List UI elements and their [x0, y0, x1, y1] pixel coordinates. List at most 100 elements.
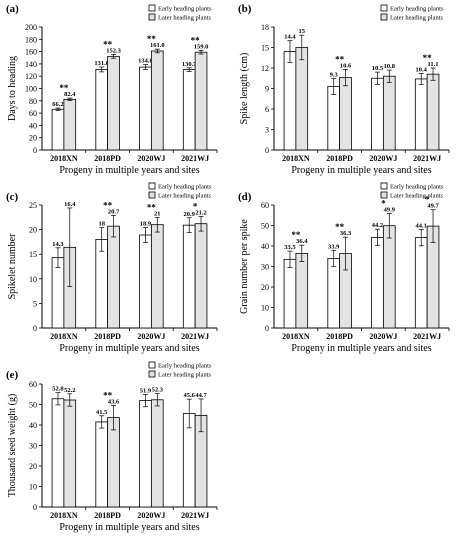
panel-label: (c)	[6, 191, 19, 203]
y-tick-label: 60	[29, 109, 37, 118]
bar-early	[327, 258, 341, 329]
bar-later	[194, 223, 208, 329]
y-tick-label: 30	[29, 442, 37, 451]
panel-1: (b) 0 3 6 9 12 15 18 Spike length (cm) Progeny in…	[238, 3, 450, 176]
x-tick-label: 2018PD	[326, 154, 353, 163]
y-tick-label: 40	[29, 121, 37, 130]
panel-label: (a)	[6, 3, 19, 15]
panel-label: (b)	[238, 3, 252, 15]
bar-early	[139, 234, 152, 329]
y-tick-label: 25	[29, 201, 37, 210]
significance-marker: **	[103, 39, 113, 49]
panel-2: (c) 0 5 10 15 20 25 Spikelet number Progeny in m…	[6, 182, 218, 354]
data-label: 52.3	[152, 387, 164, 394]
x-axis-title: Progeny in multiple years and sites	[59, 165, 199, 176]
bar-later	[382, 225, 396, 329]
significance-marker: **	[335, 222, 345, 232]
y-tick-label: 20	[261, 283, 269, 292]
bar-early	[182, 224, 196, 329]
data-label: 52.8	[52, 386, 64, 393]
x-axis-title: Progeny in multiple years and sites	[291, 343, 431, 354]
data-label: 11.1	[428, 61, 439, 68]
data-label: 44.7	[195, 392, 207, 399]
significance-marker: **	[147, 202, 157, 212]
y-axis-title: Spikelet number	[7, 233, 18, 299]
bar-early	[95, 239, 109, 329]
y-tick-label: 20	[29, 462, 37, 471]
bar-later	[382, 75, 396, 151]
bar-later	[107, 417, 120, 508]
y-tick-label: 0	[265, 146, 269, 155]
y-tick-label: 18	[261, 23, 269, 32]
data-label: 41.5	[96, 409, 108, 416]
data-label: 36.3	[340, 230, 352, 237]
x-tick-label: 2018PD	[94, 154, 121, 163]
bar-early	[95, 69, 109, 151]
y-tick-label: 120	[25, 72, 37, 81]
bar-early	[95, 421, 109, 508]
bar-early	[414, 237, 428, 329]
data-label: 21	[154, 210, 161, 217]
data-label: 16.4	[64, 201, 76, 208]
y-tick-label: 20	[29, 226, 37, 235]
x-tick-label: 2021WJ	[413, 154, 441, 163]
x-tick-label: 2021WJ	[181, 154, 209, 163]
bar-later	[194, 51, 208, 151]
data-label: 131.0	[94, 60, 109, 67]
bar-later	[295, 47, 309, 151]
x-axis-title: Progeny in multiple years and sites	[291, 165, 431, 176]
data-label: 14.3	[52, 241, 64, 248]
panel-0: (a) 0 20 40 60 80 100 120 140 160 180 200 Days to he…	[6, 3, 218, 176]
x-tick-label: 2018XN	[50, 511, 78, 520]
data-label: 33.5	[284, 244, 296, 251]
data-label: 36.4	[296, 238, 308, 245]
legend-label: Early heading plants	[158, 363, 212, 370]
x-tick-label: 2018XN	[50, 332, 78, 341]
panel-3: (d) 0 10 20 30 40 50 60 Grain number per spike Pr…	[238, 182, 450, 354]
y-tick-label: 60	[261, 201, 269, 210]
legend-swatch	[148, 13, 156, 21]
data-label: 18	[98, 221, 105, 228]
bar-later	[150, 399, 164, 508]
y-tick-label: 50	[29, 401, 37, 410]
data-label: 44.2	[372, 222, 383, 229]
y-tick-label: 0	[265, 324, 269, 333]
bar-early	[414, 78, 428, 151]
x-tick-label: 2018PD	[94, 332, 121, 341]
panel-label: (d)	[238, 191, 252, 203]
legend-swatch	[380, 182, 388, 190]
y-tick-label: 0	[33, 146, 37, 155]
legend-swatch	[148, 191, 156, 199]
data-label: 49.9	[384, 206, 396, 213]
x-tick-label: 2018XN	[282, 154, 310, 163]
data-label: 51.9	[140, 387, 152, 394]
y-tick-label: 12	[261, 64, 269, 73]
y-tick-label: 9	[265, 85, 269, 94]
legend-label: Later heading plants	[158, 372, 212, 379]
x-axis-title: Progeny in multiple years and sites	[59, 522, 199, 533]
data-label: 130.7	[182, 61, 197, 68]
data-label: 18.9	[140, 221, 152, 228]
significance-marker: **	[103, 390, 113, 400]
data-label: 43.6	[108, 398, 120, 405]
y-axis-title: Spike length (cm)	[239, 53, 250, 125]
y-tick-label: 200	[25, 23, 37, 32]
bar-later	[339, 77, 352, 151]
x-tick-label: 2021WJ	[181, 332, 209, 341]
data-label: 15	[299, 28, 306, 35]
y-tick-label: 30	[261, 263, 269, 272]
panel-label: (e)	[6, 369, 19, 381]
y-tick-label: 40	[29, 421, 37, 430]
y-tick-label: 140	[25, 60, 37, 69]
data-label: 49.7	[427, 203, 439, 210]
significance-marker: *	[381, 198, 386, 208]
significance-marker: **	[59, 83, 69, 93]
bar-early	[371, 236, 384, 329]
y-tick-label: 180	[25, 35, 37, 44]
y-tick-label: 0	[33, 324, 37, 333]
data-label: 134.8	[138, 58, 153, 65]
data-label: 10.4	[416, 66, 428, 73]
y-axis-title: Grain number per spike	[239, 219, 250, 314]
legend-label: Later heading plants	[390, 15, 444, 22]
y-tick-label: 60	[29, 380, 37, 389]
